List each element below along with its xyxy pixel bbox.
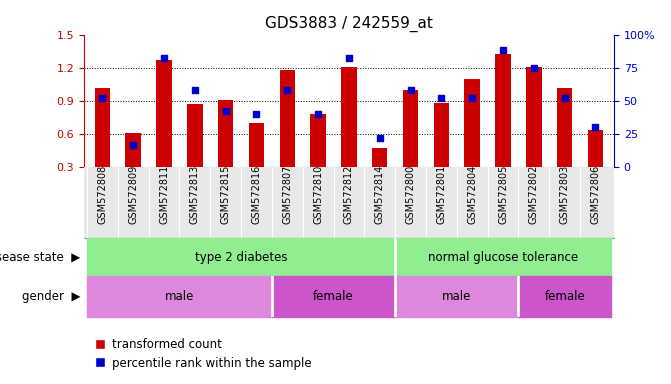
Bar	[87, 276, 272, 317]
Title: GDS3883 / 242559_at: GDS3883 / 242559_at	[265, 16, 433, 32]
Point	[220, 108, 231, 114]
Point	[374, 135, 385, 141]
Text: male: male	[442, 290, 472, 303]
Point	[282, 87, 293, 93]
Bar	[372, 148, 387, 167]
Text: normal glucose tolerance: normal glucose tolerance	[428, 251, 578, 264]
Bar	[311, 114, 326, 167]
Bar	[519, 276, 611, 317]
Point	[467, 95, 478, 101]
Bar	[187, 104, 203, 167]
Bar	[557, 88, 572, 167]
Point	[251, 111, 262, 117]
Bar	[249, 123, 264, 167]
Bar	[588, 129, 603, 167]
Bar	[395, 276, 519, 317]
Text: female: female	[544, 290, 585, 303]
Point	[529, 65, 539, 71]
Text: disease state  ▶: disease state ▶	[0, 251, 81, 264]
Point	[127, 141, 138, 147]
Bar	[403, 90, 418, 167]
Bar	[495, 55, 511, 167]
Text: gender  ▶: gender ▶	[22, 290, 81, 303]
Legend: transformed count, percentile rank within the sample: transformed count, percentile rank withi…	[90, 333, 317, 374]
Point	[313, 111, 323, 117]
Bar	[95, 88, 110, 167]
Text: female: female	[313, 290, 354, 303]
Bar	[342, 66, 356, 167]
Bar	[395, 238, 611, 276]
Point	[405, 87, 416, 93]
Bar	[218, 100, 234, 167]
Bar	[464, 79, 480, 167]
Bar	[272, 276, 395, 317]
Point	[344, 55, 354, 61]
Point	[498, 47, 509, 53]
Bar	[526, 66, 541, 167]
Point	[590, 124, 601, 131]
Point	[189, 87, 200, 93]
Bar	[125, 133, 141, 167]
Text: type 2 diabetes: type 2 diabetes	[195, 251, 287, 264]
Point	[560, 95, 570, 101]
Bar	[433, 103, 449, 167]
Point	[158, 55, 169, 61]
Bar	[280, 70, 295, 167]
Point	[436, 95, 447, 101]
Point	[97, 95, 108, 101]
Text: male: male	[164, 290, 194, 303]
Bar	[156, 60, 172, 167]
Bar	[87, 238, 395, 276]
